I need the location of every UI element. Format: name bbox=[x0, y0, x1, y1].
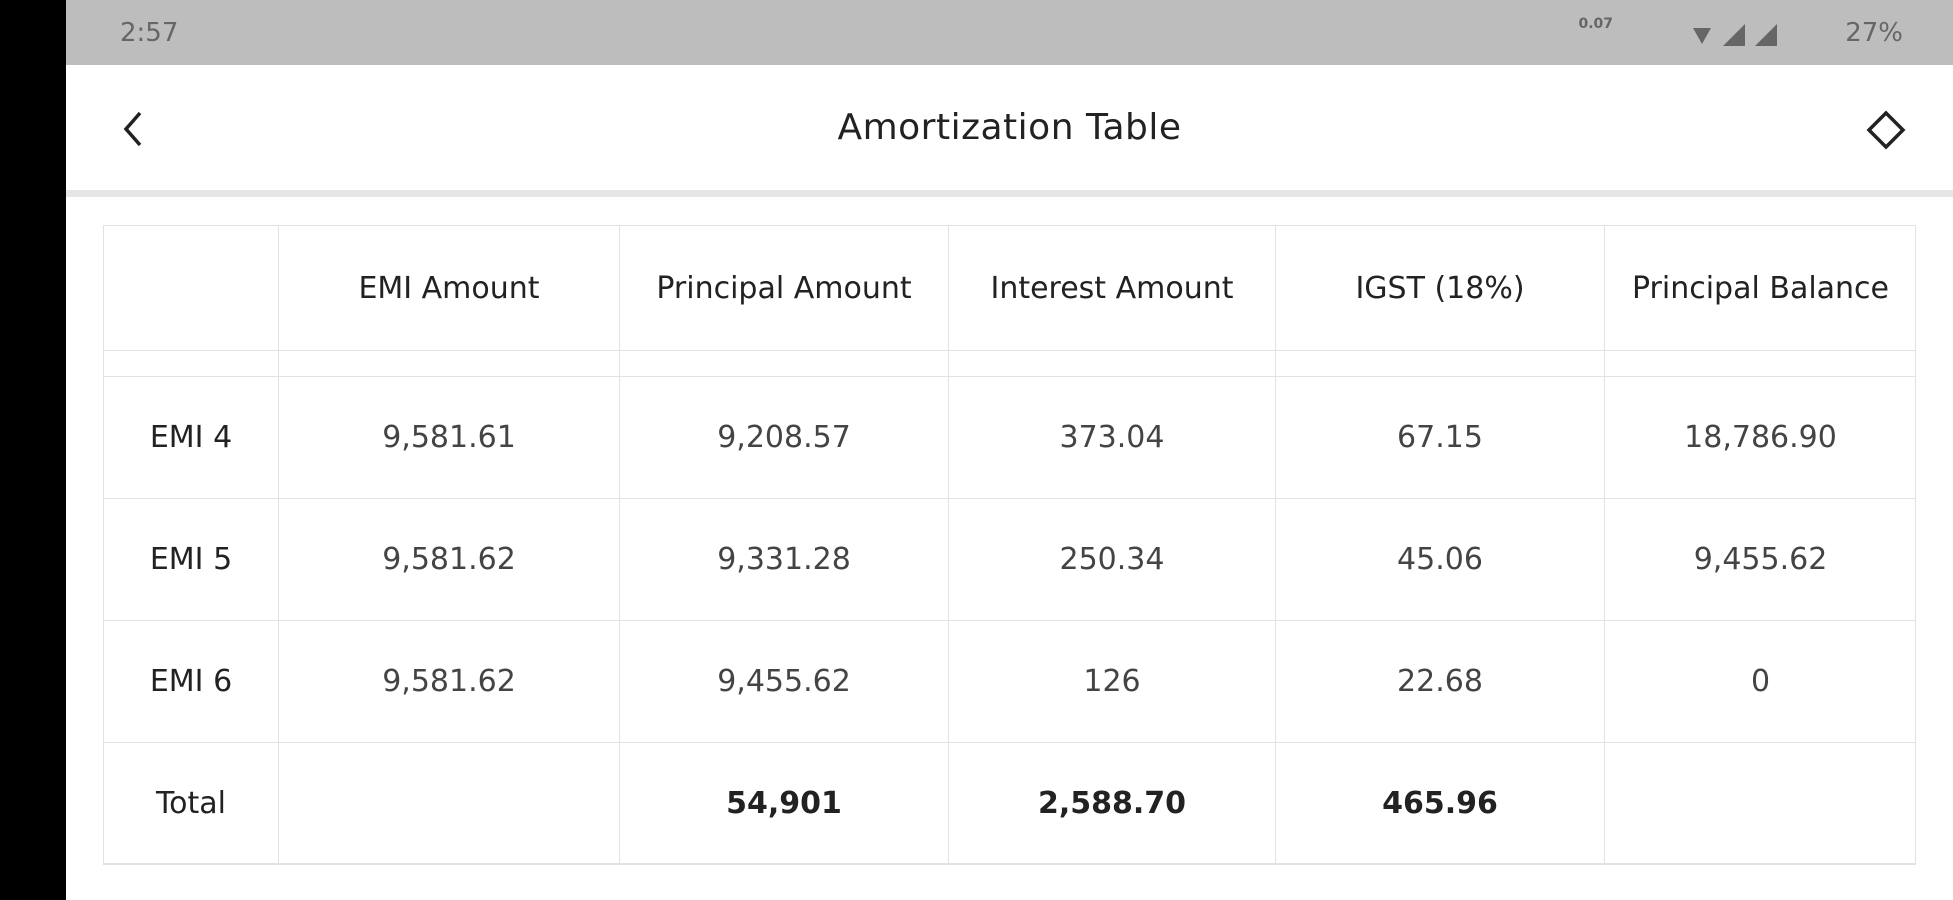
table-cell bbox=[1605, 743, 1915, 864]
table-cell: 9,208.57 bbox=[620, 377, 949, 499]
rotate-button[interactable] bbox=[1861, 105, 1911, 155]
table-cell: 9,581.62 bbox=[279, 621, 620, 743]
table-cell: 22.68 bbox=[1276, 621, 1605, 743]
table-cell: 9,455.62 bbox=[1605, 499, 1915, 621]
row-label: EMI 4 bbox=[104, 377, 279, 499]
network-speed: 0.07 bbox=[1578, 16, 1613, 32]
table-cell: 9,581.62 bbox=[279, 499, 620, 621]
table-cell: 9,331.28 bbox=[620, 499, 949, 621]
header-cell: Principal Balance bbox=[1605, 226, 1915, 351]
total-cell: 2,588.70 bbox=[949, 743, 1276, 864]
table-cell: 9,581.61 bbox=[279, 377, 620, 499]
clock: 2:57 bbox=[120, 18, 179, 48]
total-cell: 465.96 bbox=[1276, 743, 1605, 864]
table-cell: 126 bbox=[949, 621, 1276, 743]
table-cell: 45.06 bbox=[1276, 499, 1605, 621]
black-bezel bbox=[0, 0, 66, 900]
spacer-cell bbox=[1276, 351, 1605, 377]
row-label: Total bbox=[104, 743, 279, 864]
header-cell: Principal Amount bbox=[620, 226, 949, 351]
table-cell bbox=[279, 743, 620, 864]
signal-icons bbox=[1693, 24, 1777, 46]
table-cell: 9,455.62 bbox=[620, 621, 949, 743]
total-cell: 54,901 bbox=[620, 743, 949, 864]
table-cell: 18,786.90 bbox=[1605, 377, 1915, 499]
table-cell: 250.34 bbox=[949, 499, 1276, 621]
header-cell bbox=[104, 226, 279, 351]
page-title: Amortization Table bbox=[837, 107, 1182, 148]
header-cell: Interest Amount bbox=[949, 226, 1276, 351]
row-label: EMI 5 bbox=[104, 499, 279, 621]
status-bar: 2:57 0.07 27% bbox=[66, 0, 1953, 65]
back-button[interactable] bbox=[118, 109, 148, 149]
app-bar: Amortization Table bbox=[66, 65, 1953, 197]
header-cell: EMI Amount bbox=[279, 226, 620, 351]
header-cell: IGST (18%) bbox=[1276, 226, 1605, 351]
table-cell: 0 bbox=[1605, 621, 1915, 743]
row-label: EMI 6 bbox=[104, 621, 279, 743]
spacer-cell bbox=[279, 351, 620, 377]
spacer-cell bbox=[104, 351, 279, 377]
battery: 27% bbox=[1845, 18, 1903, 48]
table-cell: 373.04 bbox=[949, 377, 1276, 499]
spacer-cell bbox=[620, 351, 949, 377]
spacer-cell bbox=[1605, 351, 1915, 377]
table-cell: 67.15 bbox=[1276, 377, 1605, 499]
amortization-table: EMI Amount Principal Amount Interest Amoun… bbox=[103, 225, 1916, 865]
spacer-cell bbox=[949, 351, 1276, 377]
